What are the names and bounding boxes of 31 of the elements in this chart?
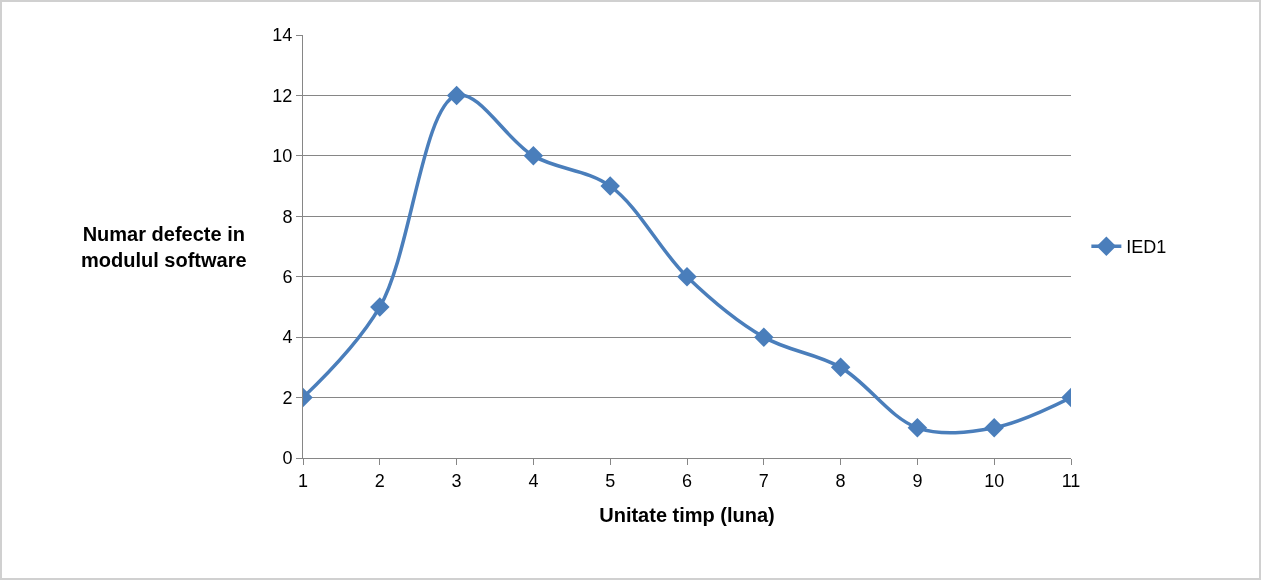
point (677, 266, 697, 287)
point (907, 418, 928, 438)
x-tick-label: 8 (835, 470, 846, 491)
y-tick-label: 8 (282, 206, 293, 227)
y-tick-label: 0 (282, 448, 293, 469)
point (523, 146, 544, 166)
x-tick-label: 5 (605, 470, 616, 491)
x-tick-label: 3 (451, 470, 462, 491)
x-tick-label: 4 (528, 470, 539, 491)
x-tick-label: 9 (912, 470, 923, 491)
point (446, 85, 467, 106)
y-tick-label: 14 (272, 25, 293, 46)
y-tick-label: 6 (282, 267, 293, 288)
y-tick-label: 2 (282, 387, 293, 408)
y-tick-label: 4 (282, 327, 293, 348)
y-tick-label: 10 (272, 146, 293, 167)
point (370, 297, 390, 317)
point (830, 357, 851, 378)
x-axis-title: Unitate timp (luna) (599, 504, 775, 527)
y-axis-title: Numar defecte in modulul software (81, 223, 247, 271)
x-tick-label: 10 (984, 470, 1005, 491)
point (984, 418, 1004, 438)
x-tick-label: 11 (1061, 470, 1081, 491)
x-tick-label: 6 (681, 470, 693, 491)
legend-label: IED1 (1126, 237, 1167, 258)
x-tick-label: 1 (297, 470, 309, 491)
x-tick-label: 2 (374, 470, 385, 491)
point (600, 176, 620, 196)
y-tick-label: 12 (272, 85, 293, 106)
x-tick-label: 7 (758, 470, 769, 491)
point (754, 327, 774, 347)
